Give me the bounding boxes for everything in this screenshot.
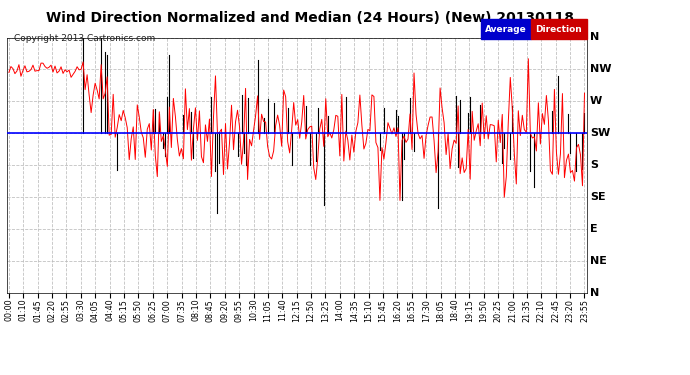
Text: SW: SW xyxy=(590,128,610,138)
Text: NE: NE xyxy=(590,256,607,266)
Text: N: N xyxy=(590,33,599,42)
Text: Copyright 2013 Cartronics.com: Copyright 2013 Cartronics.com xyxy=(14,34,155,43)
Text: NW: NW xyxy=(590,64,611,74)
Text: Wind Direction Normalized and Median (24 Hours) (New) 20130118: Wind Direction Normalized and Median (24… xyxy=(46,11,575,25)
Text: E: E xyxy=(590,224,598,234)
Text: Average: Average xyxy=(485,25,527,34)
Text: Direction: Direction xyxy=(535,25,582,34)
Text: W: W xyxy=(590,96,602,106)
Text: SE: SE xyxy=(590,192,606,202)
Text: S: S xyxy=(590,160,598,170)
Text: N: N xyxy=(590,288,599,297)
